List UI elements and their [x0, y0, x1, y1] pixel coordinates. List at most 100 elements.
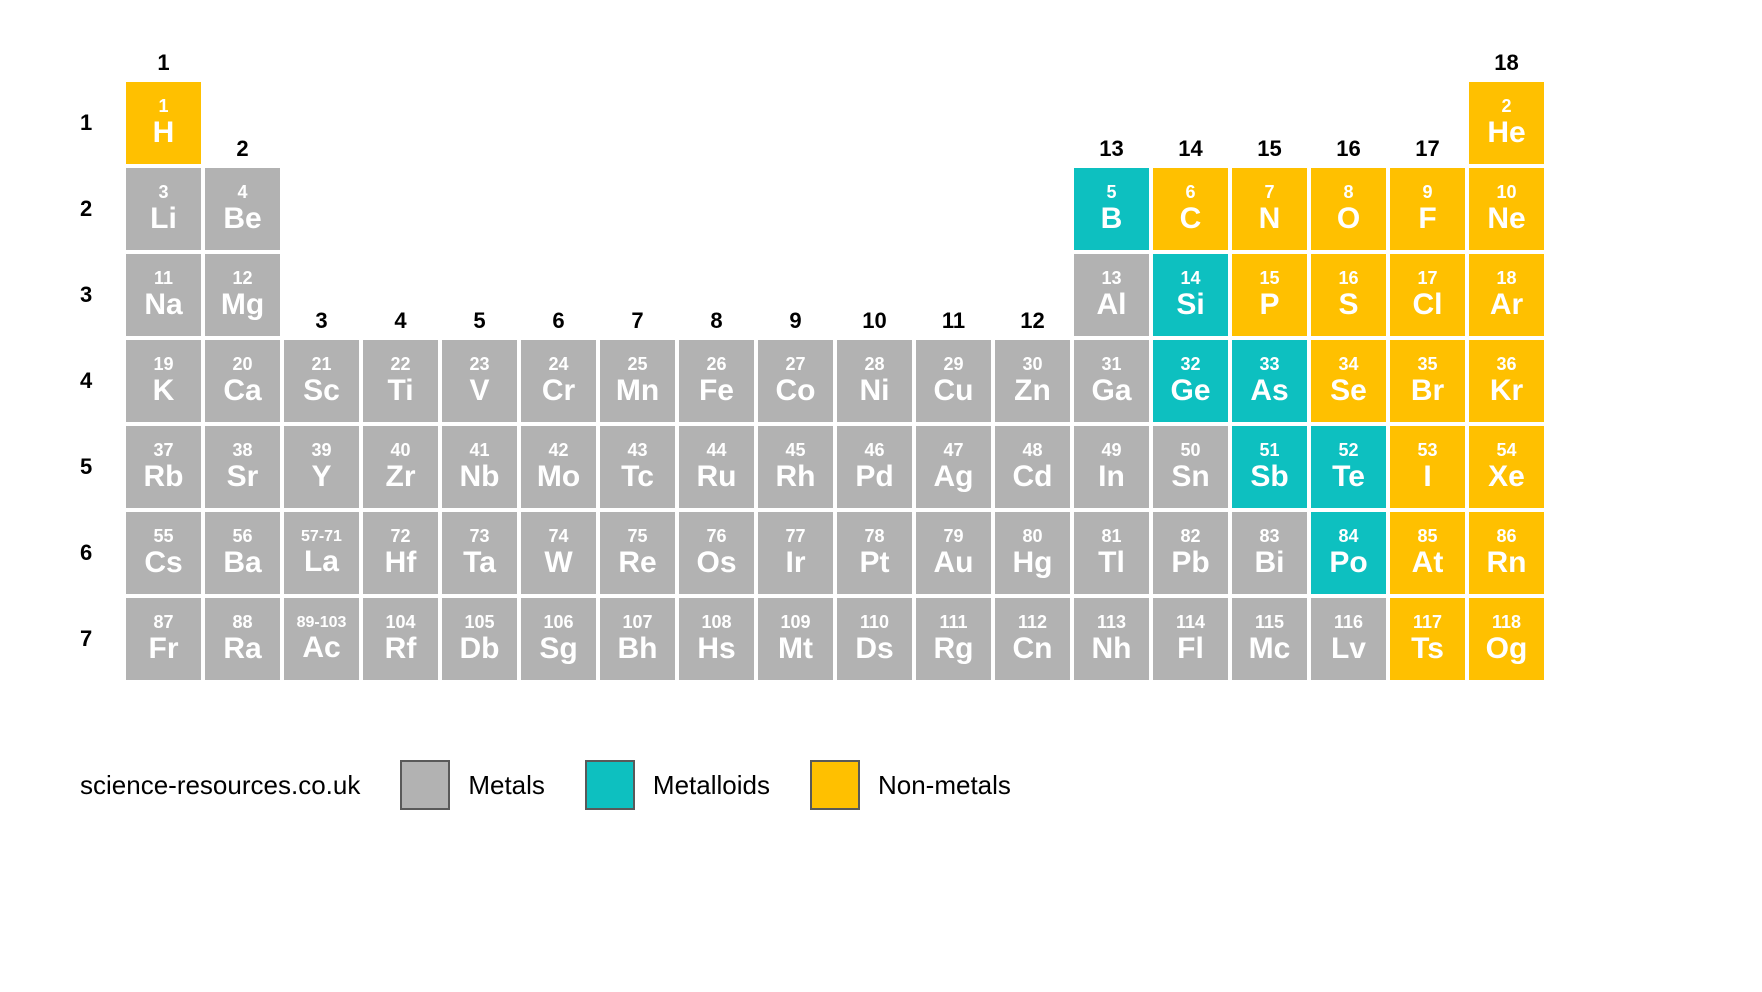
- element-symbol: In: [1098, 460, 1125, 493]
- atomic-number: 20: [232, 355, 252, 375]
- element-cell: 112Cn: [993, 596, 1072, 682]
- period-label: 6: [80, 540, 124, 566]
- atomic-number: 39: [311, 441, 331, 461]
- period-label: 7: [80, 626, 124, 652]
- element-cell: 34Se: [1309, 338, 1388, 424]
- atomic-number: 55: [153, 527, 173, 547]
- element-cell: 18Ar: [1467, 252, 1546, 338]
- atomic-number: 81: [1101, 527, 1121, 547]
- atomic-number: 35: [1417, 355, 1437, 375]
- atomic-number: 9: [1422, 183, 1432, 203]
- atomic-number: 17: [1417, 269, 1437, 289]
- element-cell: 110Ds: [835, 596, 914, 682]
- element-symbol: N: [1259, 202, 1281, 235]
- element-symbol: Li: [150, 202, 177, 235]
- atomic-number: 32: [1180, 355, 1200, 375]
- element-symbol: Cr: [542, 374, 575, 407]
- element-cell: 51Sb: [1230, 424, 1309, 510]
- element-cell: 35Br: [1388, 338, 1467, 424]
- element-symbol: Na: [144, 288, 182, 321]
- period-label: 1: [80, 110, 124, 136]
- atomic-number: 15: [1259, 269, 1279, 289]
- element-cell: 52Te: [1309, 424, 1388, 510]
- atomic-number: 48: [1022, 441, 1042, 461]
- element-symbol: Tl: [1098, 546, 1125, 579]
- element-cell: 111Rg: [914, 596, 993, 682]
- element-cell: 55Cs: [124, 510, 203, 596]
- element-symbol: Rg: [934, 632, 974, 665]
- element-cell: 40Zr: [361, 424, 440, 510]
- atomic-number: 23: [469, 355, 489, 375]
- group-label: 13: [1072, 136, 1151, 168]
- element-symbol: Zn: [1014, 374, 1051, 407]
- element-cell: 109Mt: [756, 596, 835, 682]
- atomic-number: 115: [1255, 613, 1284, 633]
- element-cell: 114Fl: [1151, 596, 1230, 682]
- element-symbol: Og: [1486, 632, 1528, 665]
- element-cell: 46Pd: [835, 424, 914, 510]
- element-symbol: Ar: [1490, 288, 1523, 321]
- element-cell: 44Ru: [677, 424, 756, 510]
- element-symbol: B: [1101, 202, 1123, 235]
- atomic-number: 53: [1417, 441, 1437, 461]
- element-symbol: Y: [311, 460, 331, 493]
- element-symbol: Si: [1176, 288, 1204, 321]
- element-symbol: P: [1259, 288, 1279, 321]
- element-symbol: Ca: [223, 374, 261, 407]
- atomic-number: 36: [1496, 355, 1516, 375]
- group-label: 6: [519, 308, 598, 340]
- atomic-number: 107: [622, 613, 652, 633]
- element-symbol: Ni: [860, 374, 890, 407]
- element-cell: 10Ne: [1467, 166, 1546, 252]
- atomic-number: 27: [785, 355, 805, 375]
- element-cell: 74W: [519, 510, 598, 596]
- atomic-number: 49: [1101, 441, 1121, 461]
- element-symbol: As: [1250, 374, 1288, 407]
- element-cell: 17Cl: [1388, 252, 1467, 338]
- element-cell: 48Cd: [993, 424, 1072, 510]
- element-cell: 1H: [124, 80, 203, 166]
- element-symbol: Zr: [386, 460, 416, 493]
- element-cell: 32Ge: [1151, 338, 1230, 424]
- atomic-number: 88: [232, 613, 252, 633]
- periodic-table-page: 12345671H2He3Li4Be5B6C7N8O9F10Ne11Na12Mg…: [0, 0, 1762, 992]
- group-label: 15: [1230, 136, 1309, 168]
- group-label: 14: [1151, 136, 1230, 168]
- group-label: 2: [203, 136, 282, 168]
- element-symbol: Hf: [385, 546, 417, 579]
- atomic-number: 79: [943, 527, 963, 547]
- element-cell: 27Co: [756, 338, 835, 424]
- atomic-number: 41: [469, 441, 489, 461]
- element-symbol: Hg: [1013, 546, 1053, 579]
- element-symbol: Bh: [618, 632, 658, 665]
- atomic-number: 45: [785, 441, 805, 461]
- element-symbol: Ag: [934, 460, 974, 493]
- atomic-number: 87: [153, 613, 173, 633]
- element-symbol: Nh: [1092, 632, 1132, 665]
- atomic-number: 113: [1097, 613, 1126, 633]
- element-symbol: Rf: [385, 632, 417, 665]
- atomic-number: 105: [464, 613, 494, 633]
- atomic-number: 1: [158, 97, 168, 117]
- element-cell: 50Sn: [1151, 424, 1230, 510]
- element-cell: 54Xe: [1467, 424, 1546, 510]
- period-label: 3: [80, 282, 124, 308]
- element-cell: 39Y: [282, 424, 361, 510]
- element-symbol: Be: [223, 202, 261, 235]
- atomic-number: 4: [237, 183, 247, 203]
- element-symbol: Br: [1411, 374, 1444, 407]
- element-cell: 81Tl: [1072, 510, 1151, 596]
- element-symbol: Sb: [1250, 460, 1288, 493]
- element-symbol: Ti: [387, 374, 413, 407]
- element-cell: 76Os: [677, 510, 756, 596]
- element-cell: 86Rn: [1467, 510, 1546, 596]
- atomic-number: 42: [548, 441, 568, 461]
- atomic-number: 5: [1106, 183, 1116, 203]
- atomic-number: 43: [627, 441, 647, 461]
- atomic-number: 50: [1180, 441, 1200, 461]
- group-label: 10: [835, 308, 914, 340]
- atomic-number: 34: [1338, 355, 1358, 375]
- element-cell: 56Ba: [203, 510, 282, 596]
- element-cell: 47Ag: [914, 424, 993, 510]
- element-cell: 79Au: [914, 510, 993, 596]
